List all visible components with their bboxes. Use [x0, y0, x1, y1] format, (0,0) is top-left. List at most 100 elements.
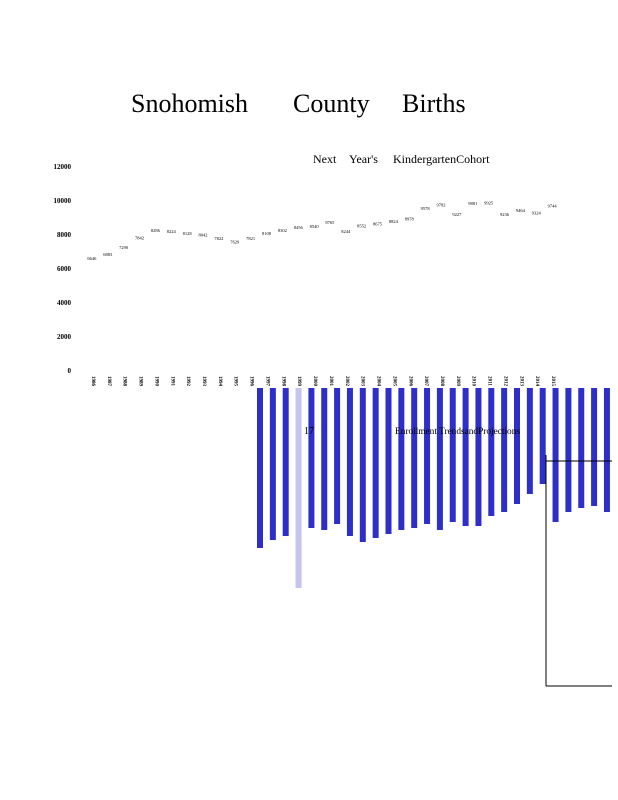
- y-tick-label: 10000: [54, 197, 72, 205]
- data-label: 9744: [548, 203, 558, 208]
- overlay-label: Enrollment TrendsandProjections: [395, 426, 521, 436]
- data-label: 8765: [325, 220, 335, 225]
- x-tick-label: 1988: [122, 376, 127, 387]
- bar: [321, 388, 328, 530]
- data-label: 8224: [167, 229, 177, 234]
- data-label: 7842: [135, 236, 144, 241]
- data-label: 7821: [246, 236, 255, 241]
- bar: [436, 388, 443, 530]
- x-tick-label: 1999: [296, 376, 301, 387]
- x-tick-label: 1990: [153, 376, 158, 387]
- title-word: Births: [402, 89, 466, 118]
- bar: [359, 388, 366, 542]
- x-tick-label: 2013: [518, 376, 523, 387]
- bar: [385, 388, 392, 534]
- bar: [346, 388, 353, 536]
- x-tick-label: 1989: [138, 376, 143, 387]
- data-label: 9227: [452, 212, 462, 217]
- bar: [565, 388, 572, 512]
- data-label: 9464: [516, 208, 526, 213]
- data-label: 7822: [214, 236, 223, 241]
- data-label: 8108: [262, 231, 272, 236]
- data-label: 9324: [532, 210, 542, 215]
- data-labels: 6646 6883 7290 7842 8286 8224 8128 8042 7822 7629…: [87, 200, 557, 261]
- x-tick-label: 2009: [455, 376, 460, 387]
- x-tick-label: 1998: [280, 376, 285, 387]
- bar: [334, 388, 341, 524]
- bar: [411, 388, 418, 528]
- chart-subtitle: Next Year's KindergartenCohort: [313, 152, 490, 166]
- bar: [257, 388, 263, 548]
- bar: [526, 388, 533, 494]
- x-tick-label: 1986: [90, 376, 95, 387]
- bar: [462, 388, 469, 526]
- x-tick-label: 1987: [106, 376, 111, 387]
- x-tick-label: 2008: [439, 376, 444, 387]
- bar: [424, 388, 431, 524]
- bar: [578, 388, 585, 508]
- title-word: County: [293, 89, 370, 118]
- overlay-labels: 17 Enrollment TrendsandProjections: [304, 426, 521, 437]
- bracket-lines: [545, 455, 612, 687]
- x-tick-label: 1995: [233, 376, 238, 387]
- bar: [488, 388, 495, 516]
- bar: [539, 388, 546, 484]
- subtitle-word: Year's: [349, 152, 378, 166]
- y-tick-label: 12000: [54, 163, 72, 171]
- x-tick-label: 2015: [550, 376, 555, 387]
- bar: [552, 388, 559, 522]
- bar: [449, 388, 456, 522]
- x-tick-label: 1996: [249, 376, 254, 387]
- x-tick-label: 2002: [344, 376, 349, 387]
- data-label: 8302: [278, 228, 287, 233]
- x-tick-label: 2005: [391, 376, 396, 387]
- x-tick-label: 1993: [201, 376, 206, 387]
- data-label: 8128: [183, 231, 193, 236]
- chart-title: Snohomish County Births: [131, 89, 466, 118]
- bar: [282, 388, 289, 536]
- x-tick-label: 1991: [169, 376, 174, 387]
- data-label: 6646: [87, 256, 97, 261]
- x-tick-label: 2012: [502, 376, 507, 387]
- bar: [372, 388, 379, 538]
- y-tick-label: 4000: [57, 299, 72, 307]
- data-label: 9881: [468, 201, 477, 206]
- x-tick-label: 2000: [312, 376, 317, 387]
- bar: [603, 388, 610, 512]
- data-label: 8978: [405, 216, 415, 221]
- bar: [269, 388, 276, 540]
- x-axis: 1986 1987 1988 1989 1990 1991 1992 1993 1994 1995…: [90, 376, 555, 387]
- y-tick-label: 0: [68, 367, 72, 375]
- bar-series: [257, 388, 610, 588]
- data-label: 8675: [373, 222, 383, 227]
- data-label: 9236: [500, 212, 510, 217]
- subtitle-word: KindergartenCohort: [393, 152, 490, 166]
- marker-label: 17: [304, 426, 314, 437]
- x-tick-label: 2004: [376, 376, 381, 387]
- title-word: Snohomish: [131, 89, 248, 118]
- data-label: 8244: [341, 229, 351, 234]
- x-tick-label: 1992: [185, 376, 190, 387]
- x-tick-label: 2003: [360, 376, 365, 387]
- data-label: 8540: [310, 224, 320, 229]
- data-label: 9782: [437, 203, 446, 208]
- y-axis: 0 2000 4000 6000 8000 10000 12000: [54, 163, 72, 375]
- x-tick-label: 2001: [328, 376, 333, 387]
- x-tick-label: 2010: [471, 376, 476, 387]
- x-tick-label: 2007: [423, 376, 428, 387]
- bar: [475, 388, 482, 526]
- y-tick-label: 8000: [57, 231, 72, 239]
- data-label: 9578: [421, 206, 431, 211]
- bar: [591, 388, 598, 506]
- data-label: 8042: [199, 232, 208, 237]
- data-label: 8552: [357, 224, 366, 229]
- bar: [501, 388, 508, 512]
- bar: [398, 388, 405, 530]
- bar: [308, 388, 315, 528]
- data-label: 7290: [119, 245, 129, 250]
- data-label: 7629: [230, 239, 240, 244]
- bar: [514, 388, 520, 504]
- bar: [295, 388, 302, 588]
- data-label: 8456: [294, 225, 304, 230]
